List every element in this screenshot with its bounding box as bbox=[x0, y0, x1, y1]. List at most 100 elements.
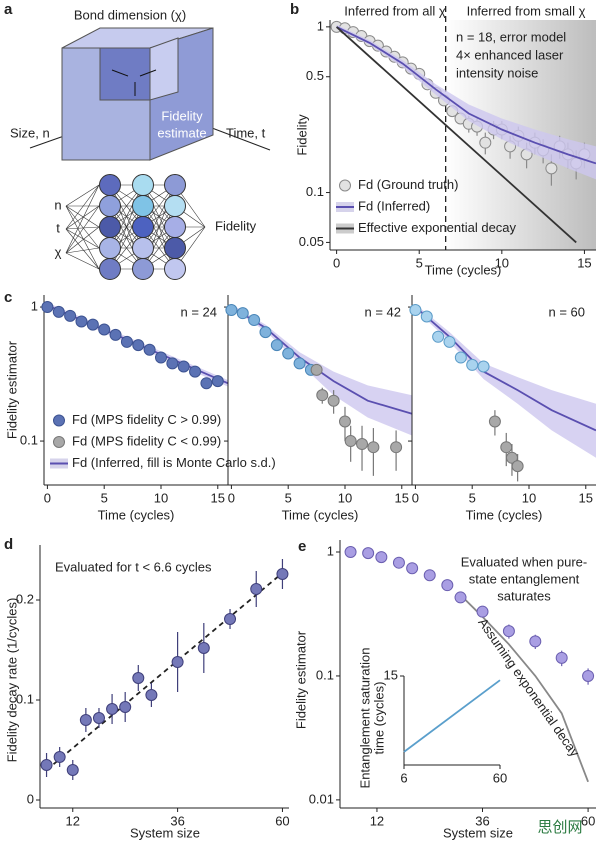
x-tick-label: 5 bbox=[101, 490, 108, 505]
data-point bbox=[545, 162, 558, 175]
legend-label: Fd (Inferred) bbox=[358, 198, 430, 213]
legend-label: Fd (Ground truth) bbox=[358, 177, 458, 192]
y-tick-label: 0.01 bbox=[309, 791, 334, 806]
edge bbox=[65, 205, 100, 228]
data-point bbox=[119, 701, 132, 713]
edge bbox=[65, 226, 100, 254]
time-label: Time, t bbox=[226, 125, 266, 140]
data-point bbox=[197, 642, 210, 654]
edge bbox=[65, 184, 100, 230]
edge bbox=[142, 205, 176, 270]
output-label: Fidelity bbox=[215, 218, 257, 233]
data-point bbox=[488, 415, 501, 428]
legend-label: Fd (Inferred, fill is Monte Carlo s.d.) bbox=[72, 455, 276, 470]
legend-label: Fd (MPS fidelity C > 0.99) bbox=[72, 412, 221, 427]
data-point bbox=[211, 375, 224, 388]
node bbox=[164, 216, 186, 238]
x-tick-label: 10 bbox=[338, 490, 352, 505]
y-tick-label: 0.1 bbox=[20, 432, 38, 447]
arrow bbox=[139, 69, 157, 77]
data-point bbox=[443, 335, 456, 348]
x-tick-label: 5 bbox=[469, 490, 476, 505]
data-point bbox=[316, 389, 329, 402]
annotation: 4× enhanced laser bbox=[456, 47, 564, 62]
y-tick-label: 1 bbox=[327, 543, 334, 558]
x-tick-label: 15 bbox=[395, 490, 409, 505]
annotation: Evaluated for t < 6.6 cycles bbox=[55, 559, 212, 574]
node bbox=[164, 174, 186, 196]
y-tick-label: 0.1 bbox=[316, 667, 334, 682]
data-point bbox=[479, 136, 492, 149]
data-point bbox=[92, 712, 105, 724]
x-tick-label: 15 bbox=[579, 490, 593, 505]
data-point bbox=[270, 339, 283, 352]
annotation: state entanglement bbox=[469, 571, 580, 586]
data-point bbox=[409, 304, 422, 317]
data-point bbox=[189, 365, 202, 378]
annotation: Evaluated when pure- bbox=[461, 554, 587, 569]
edge bbox=[65, 228, 100, 249]
annotation: saturates bbox=[497, 588, 551, 603]
data-point bbox=[344, 435, 357, 448]
line bbox=[336, 26, 596, 165]
data-point bbox=[120, 335, 133, 348]
legend-marker bbox=[53, 414, 65, 427]
x-tick-label: 0 bbox=[44, 490, 51, 505]
data-point bbox=[500, 441, 513, 454]
annotation: n = 60 bbox=[548, 304, 585, 319]
edge bbox=[65, 184, 100, 207]
y-axis-label: Fidelity estimator bbox=[293, 630, 308, 729]
watermark: 思创网 bbox=[537, 819, 582, 836]
size-label: Size, n bbox=[10, 125, 50, 140]
data-point bbox=[75, 315, 88, 328]
data-point bbox=[390, 441, 403, 454]
data-point bbox=[225, 304, 238, 317]
edge bbox=[65, 252, 100, 270]
x-tick-label: 15 bbox=[211, 490, 225, 505]
node bbox=[132, 195, 154, 217]
edge bbox=[65, 205, 100, 249]
data-point bbox=[109, 328, 122, 341]
legend-marker bbox=[339, 179, 351, 192]
data-point bbox=[106, 703, 119, 715]
data-point bbox=[248, 314, 261, 327]
x-axis-label: Time (cycles) bbox=[425, 262, 502, 277]
data-point bbox=[236, 307, 249, 320]
data-point bbox=[454, 591, 467, 604]
annotation: Inferred from small χ bbox=[467, 3, 586, 18]
cube-label: Fidelity bbox=[161, 108, 203, 123]
input-label: n bbox=[54, 197, 61, 212]
data-point bbox=[420, 310, 433, 323]
legend-marker bbox=[53, 436, 65, 448]
panel-label: b bbox=[290, 1, 299, 18]
node bbox=[164, 258, 186, 280]
x-tick-label: 60 bbox=[493, 770, 507, 785]
data-point bbox=[177, 360, 190, 373]
y-tick-label: 0.1 bbox=[16, 691, 34, 706]
edge bbox=[109, 184, 144, 249]
x-axis-label: Time (cycles) bbox=[282, 507, 359, 522]
y-tick-label: 1 bbox=[317, 18, 324, 33]
data-point bbox=[132, 672, 145, 684]
data-point bbox=[375, 551, 388, 564]
data-point bbox=[132, 339, 145, 352]
y-tick-label: 0.1 bbox=[306, 184, 324, 199]
data-point bbox=[367, 441, 380, 454]
edge bbox=[65, 205, 100, 230]
node bbox=[99, 174, 121, 196]
x-tick-label: 60 bbox=[275, 813, 289, 828]
x-tick-label: 60 bbox=[581, 813, 595, 828]
node bbox=[164, 237, 186, 259]
data-point bbox=[259, 326, 272, 339]
data-point bbox=[511, 460, 524, 473]
x-tick-label: 0 bbox=[412, 490, 419, 505]
time-axis bbox=[211, 127, 271, 151]
input-label: t bbox=[56, 220, 60, 235]
legend-label: Effective exponential decay bbox=[358, 220, 517, 235]
data-point bbox=[477, 360, 490, 373]
edge bbox=[65, 184, 100, 254]
y-axis-label: Fidelity estimator bbox=[4, 340, 19, 439]
x-axis-label: Time (cycles) bbox=[98, 507, 175, 522]
